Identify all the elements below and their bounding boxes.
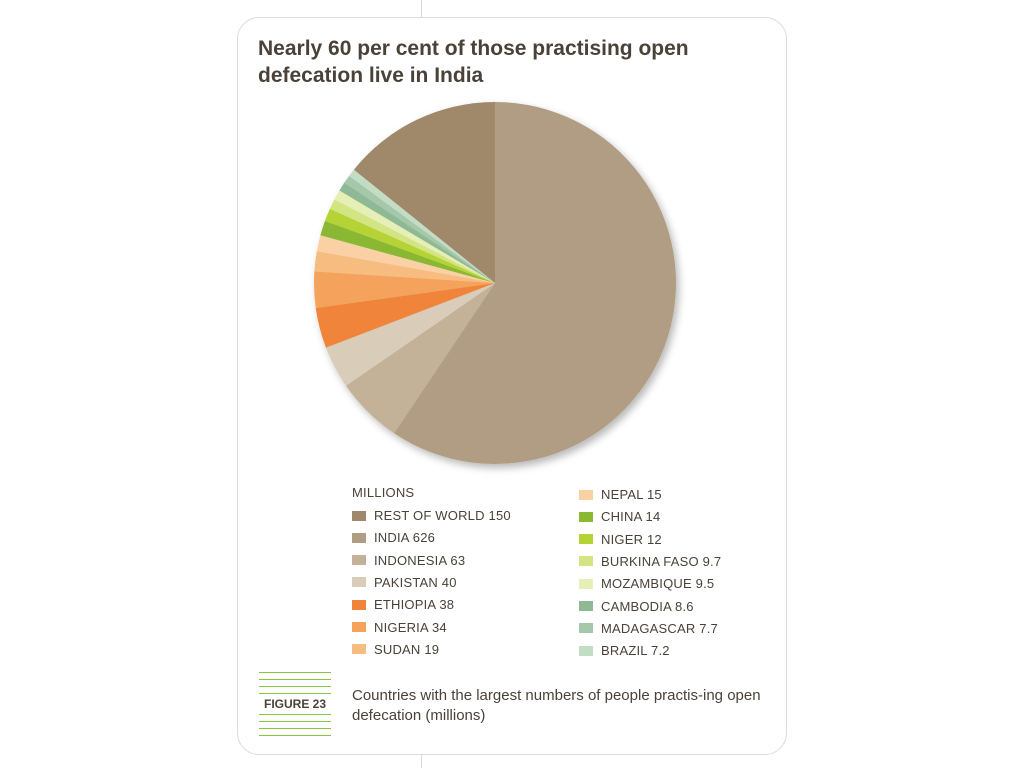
legend-item-niger: NIGER 12	[579, 532, 662, 547]
pie-slice-cambodia	[339, 182, 495, 283]
legend-swatch	[579, 534, 593, 545]
pie-slice-sudan	[314, 251, 495, 283]
legend-heading: MILLIONS	[352, 485, 415, 500]
legend-label: NEPAL 15	[601, 487, 662, 502]
legend-label: BURKINA FASO 9.7	[601, 553, 722, 569]
pie-slice-burkina-faso	[329, 199, 495, 283]
legend-label: PAKISTAN 40	[374, 574, 457, 590]
legend-label: INDIA 626	[374, 530, 436, 546]
legend-label: BRAZIL 7.2	[601, 643, 670, 659]
legend-swatch	[579, 645, 593, 656]
pie-slices	[313, 102, 676, 464]
pie-slice-indonesia	[346, 283, 495, 434]
legend-item-nigeria: NIGERIA 34	[352, 620, 447, 635]
legend-item-brazil: BRAZIL 7.2	[579, 643, 670, 658]
legend-item-burkina-faso: BURKINA FASO 9.7	[579, 554, 721, 569]
legend-item-ethiopia: ETHIOPIA 38	[352, 597, 454, 612]
pie-slice-nigeria	[313, 271, 495, 309]
page-rule-bottom	[421, 755, 422, 768]
pie-slice-niger	[324, 208, 495, 283]
legend-item-sudan: SUDAN 19	[352, 642, 439, 657]
pie-slice-mozambique	[334, 190, 495, 283]
legend-label: ETHIOPIA 38	[374, 597, 455, 613]
legend-swatch	[579, 578, 593, 589]
legend-swatch	[579, 623, 593, 634]
figure-caption: Countries with the largest numbers of pe…	[352, 687, 761, 724]
legend-label: REST OF WORLD 150	[374, 508, 511, 523]
legend-item-madagascar: MADAGASCAR 7.7	[579, 621, 718, 636]
legend-swatch	[579, 489, 593, 500]
pie-slice-nepal	[316, 235, 495, 283]
legend-item-china: CHINA 14	[579, 509, 660, 524]
legend-swatch	[579, 601, 593, 611]
figure-tag: FIGURE 23	[259, 672, 331, 736]
legend-label: SUDAN 19	[374, 641, 440, 657]
legend-label: CAMBODIA 8.6	[601, 598, 694, 614]
legend-item-pakistan: PAKISTAN 40	[352, 575, 457, 590]
legend-label: NIGERIA 34	[374, 619, 447, 635]
legend-label: MOZAMBIQUE 9.5	[601, 576, 715, 592]
legend-swatch	[352, 622, 366, 632]
legend-swatch	[579, 511, 593, 522]
page-rule-top	[421, 0, 422, 18]
pie-slice-rest-of-world	[353, 102, 495, 283]
legend-item-nepal: NEPAL 15	[579, 487, 662, 502]
pie-chart	[313, 102, 676, 464]
legend-item-indonesia: INDONESIA 63	[352, 553, 465, 568]
pie-slice-india	[394, 102, 676, 464]
figure-label: FIGURE 23	[259, 696, 331, 712]
chart-title: Nearly 60 per cent of those practising o…	[258, 37, 689, 87]
legend-swatch	[579, 556, 593, 567]
legend-label: MADAGASCAR 7.7	[601, 620, 718, 636]
pie-slice-madagascar	[344, 175, 495, 283]
legend-item-mozambique: MOZAMBIQUE 9.5	[579, 576, 714, 591]
pie-slice-china	[320, 220, 495, 283]
pie-slice-pakistan	[325, 283, 495, 386]
legend-swatch	[352, 555, 366, 566]
legend-item-india: INDIA 626	[352, 530, 435, 545]
legend-label: NIGER 12	[601, 531, 662, 547]
legend-item-cambodia: CAMBODIA 8.6	[579, 599, 694, 614]
legend-swatch	[352, 577, 366, 588]
legend-swatch	[352, 599, 366, 610]
legend-label: CHINA 14	[601, 509, 661, 525]
legend-item-rest-of-world: REST OF WORLD 150	[352, 508, 511, 523]
legend-swatch	[352, 532, 366, 543]
legend-swatch	[352, 510, 366, 521]
legend-label: INDONESIA 63	[374, 552, 466, 568]
legend-swatch	[352, 644, 366, 655]
pie-slice-ethiopia	[315, 283, 495, 348]
pie-slice-brazil	[349, 169, 495, 283]
